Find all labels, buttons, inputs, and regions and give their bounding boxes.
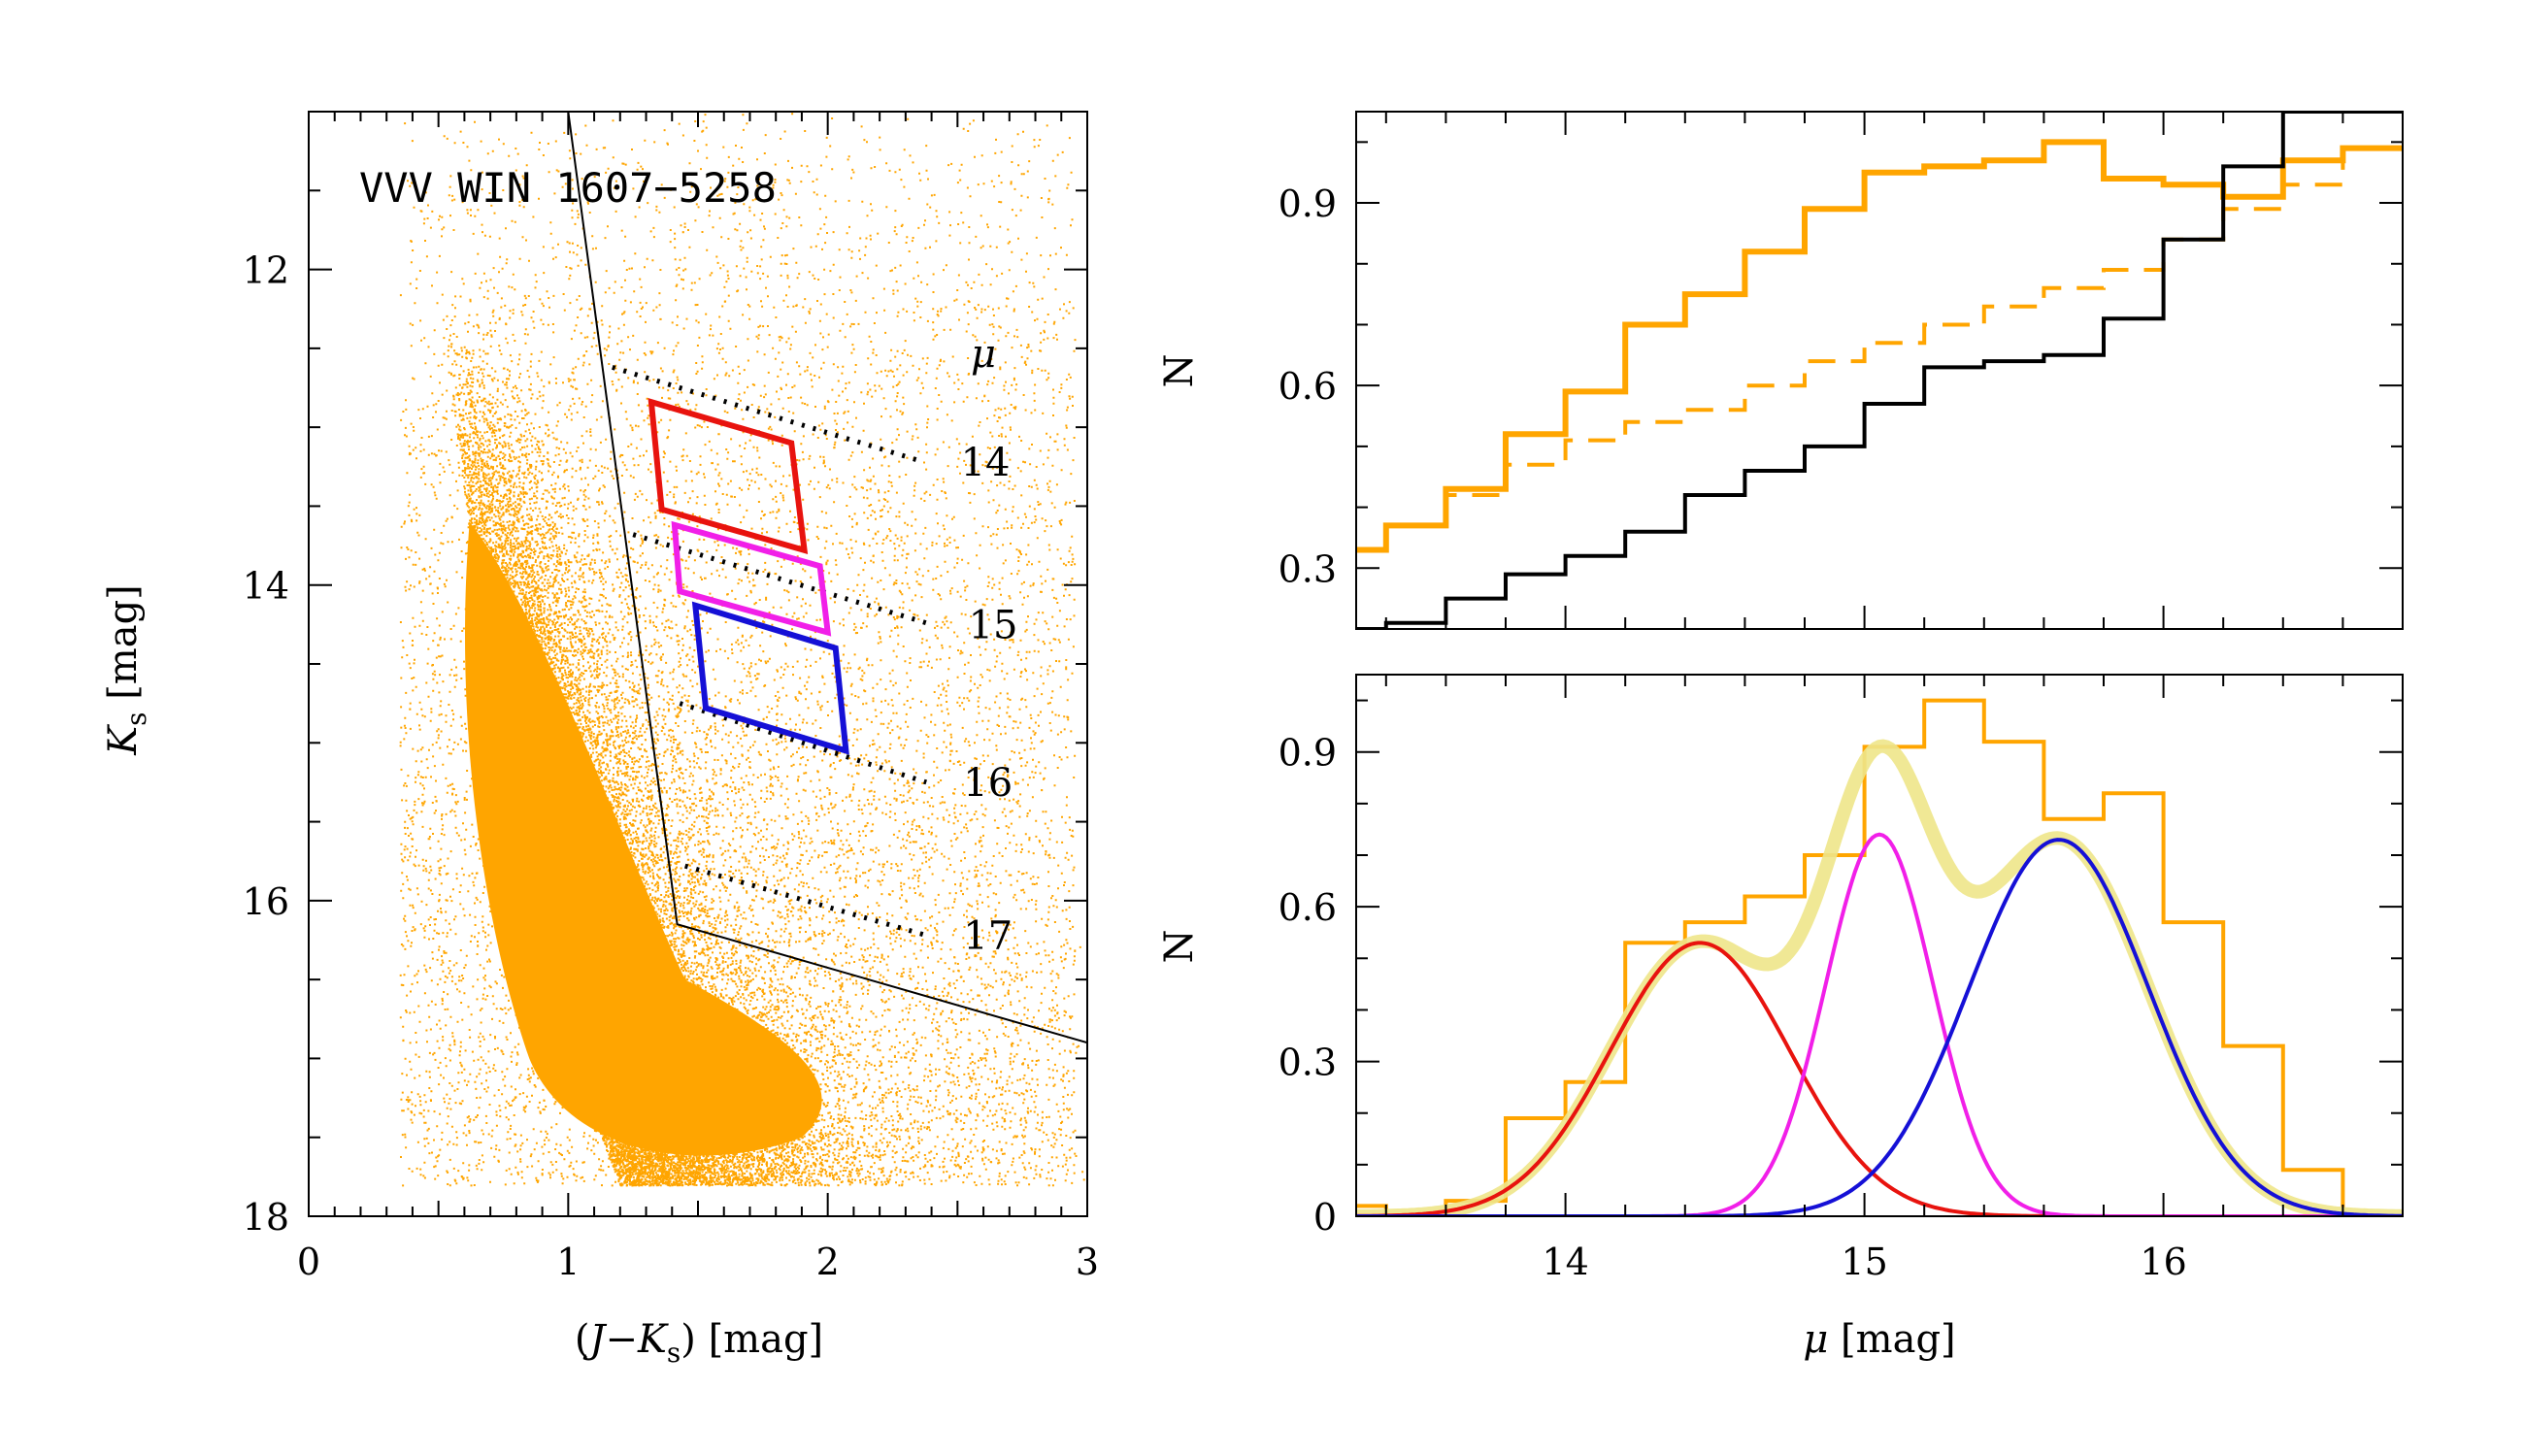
cmd-star-points <box>399 113 1085 1187</box>
cmd-ytick-12: 12 <box>243 249 289 292</box>
iso-label-14: 14 <box>961 441 1011 485</box>
distribution-panel: 0 0.3 0.6 0.9 14 15 16 N μ [mag] <box>1157 674 2404 1362</box>
bottom-y-axis-title: N <box>1157 930 1202 964</box>
component-red <box>1356 941 2403 1216</box>
series-black <box>1356 112 2403 629</box>
cmd-x-axis-title: (J−Ks) [mag] <box>575 1317 823 1369</box>
cmd-xtick-0: 0 <box>297 1241 320 1283</box>
cmd-xtick-2: 2 <box>816 1241 840 1283</box>
box-magenta <box>671 520 832 637</box>
ytick-0.3: 0.3 <box>1279 1042 1337 1084</box>
bottom-ticks: 0 0.3 0.6 0.9 14 15 16 <box>1279 675 2404 1283</box>
xtick-15: 15 <box>1841 1241 1887 1283</box>
top-ticks: 0.3 0.6 0.9 <box>1279 112 2404 630</box>
mu-label: μ <box>971 332 996 377</box>
iso-label-16: 16 <box>963 761 1013 806</box>
ytick-0: 0 <box>1313 1196 1337 1239</box>
iso-label-15: 15 <box>969 603 1018 647</box>
series-orange-solid <box>1356 139 2403 553</box>
cmd-ytick-14: 14 <box>243 565 289 608</box>
cmd-y-axis-title: Ks [mag] <box>101 584 152 756</box>
component-magenta <box>1356 832 2403 1216</box>
ytick-0.9: 0.9 <box>1279 182 1337 225</box>
selection-line <box>567 111 1088 1044</box>
box-red <box>648 397 809 555</box>
cmd-xtick-3: 3 <box>1076 1241 1099 1283</box>
ytick-0.9: 0.9 <box>1279 732 1337 775</box>
ytick-0.6: 0.6 <box>1279 886 1337 929</box>
cmd-xtick-1: 1 <box>556 1241 580 1283</box>
cmd-ytick-16: 16 <box>243 880 289 923</box>
distance-modulus-lines: 14 15 16 17 <box>612 364 1018 959</box>
svg-text:(J−Ks) [mag]: (J−Ks) [mag] <box>575 1317 823 1369</box>
component-blue <box>1356 838 2403 1216</box>
bottom-frame <box>1355 674 2404 1217</box>
histogram <box>1356 698 2403 1216</box>
bottom-x-axis-title: μ [mag] <box>1803 1317 1955 1362</box>
iso-label-17: 17 <box>963 914 1013 959</box>
iso-line-14 <box>612 364 925 465</box>
svg-text:Ks [mag]: Ks [mag] <box>101 584 152 756</box>
xtick-16: 16 <box>2140 1241 2186 1283</box>
selection-boxes <box>648 397 849 755</box>
iso-line-16 <box>679 701 928 785</box>
cmd-title: VVV WIN 1607−5258 <box>359 164 777 212</box>
svg-text:μ [mag]: μ [mag] <box>1803 1317 1955 1362</box>
top-frame <box>1355 111 2404 630</box>
cmd-frame <box>308 111 1088 1217</box>
xtick-14: 14 <box>1542 1241 1588 1283</box>
cumulative-series <box>1356 112 2403 629</box>
box-blue <box>691 601 849 755</box>
ytick-0.3: 0.3 <box>1279 547 1337 590</box>
ytick-0.6: 0.6 <box>1279 365 1337 408</box>
cumulative-panel: 0.3 0.6 0.9 N <box>1157 111 2404 630</box>
series-orange-dashed <box>1356 146 2403 552</box>
distribution-series <box>1356 698 2403 1216</box>
top-y-axis-title: N <box>1157 354 1202 388</box>
cmd-ytick-18: 18 <box>243 1196 289 1239</box>
sum-curve <box>1356 739 2403 1216</box>
dense-core <box>465 521 822 1156</box>
